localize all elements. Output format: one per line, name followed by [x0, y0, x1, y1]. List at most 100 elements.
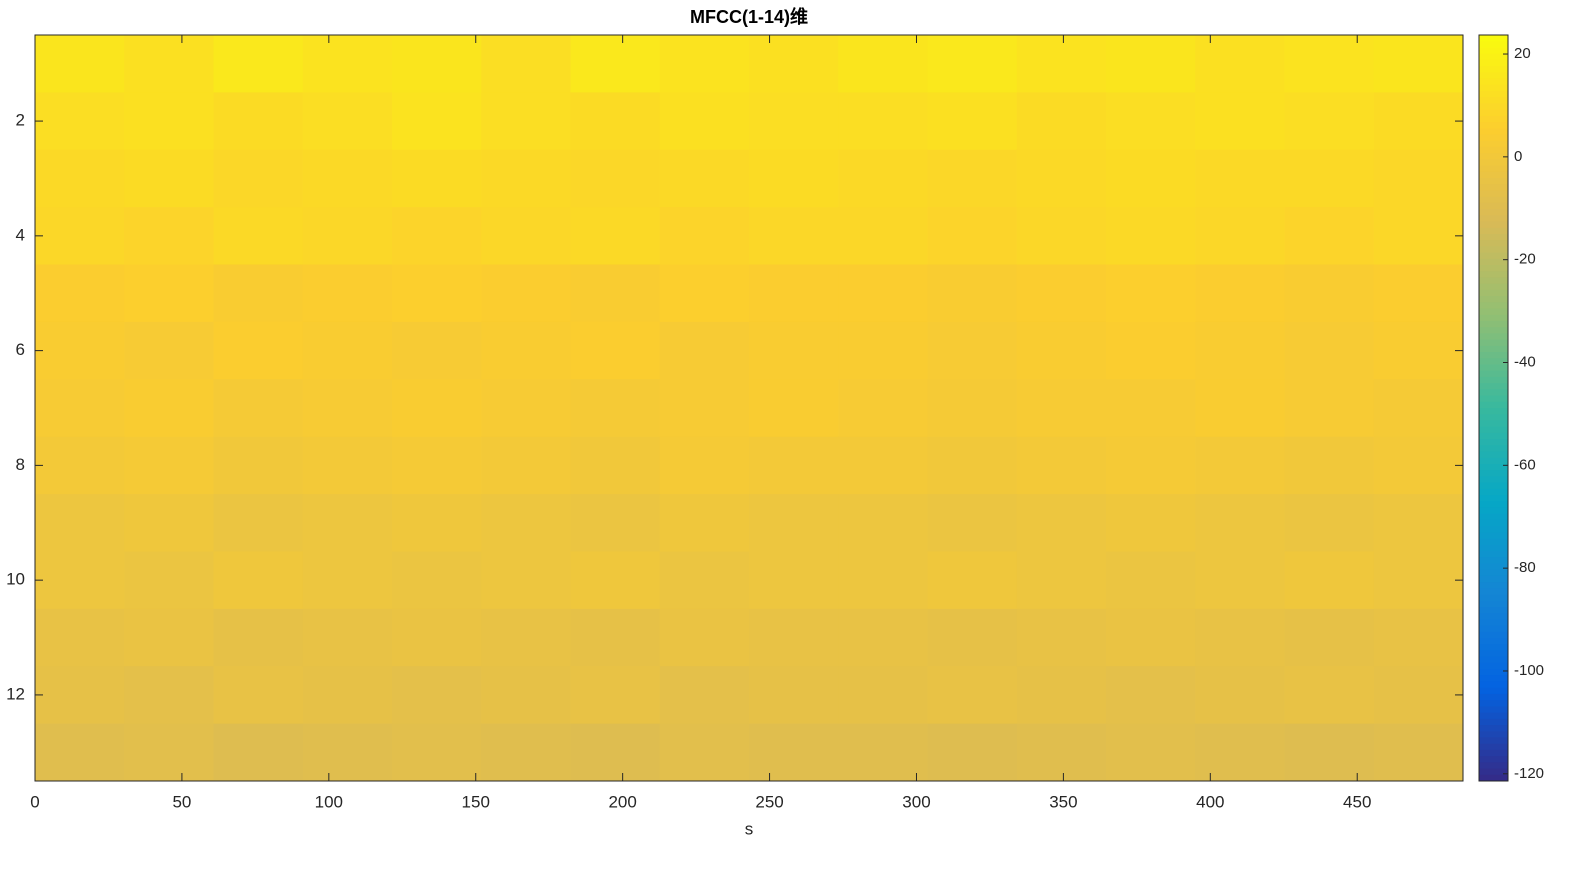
heat-cell	[1016, 436, 1107, 495]
heat-cell	[1284, 321, 1375, 380]
heat-cell	[124, 207, 214, 266]
heat-cell	[302, 35, 393, 93]
heat-cell	[1016, 551, 1107, 610]
heat-cell	[838, 321, 928, 380]
colorbar-band	[1479, 613, 1508, 620]
colorbar-band	[1479, 171, 1508, 179]
colorbar-band	[1479, 743, 1508, 751]
heat-cell	[1373, 379, 1464, 438]
colorbar-band	[1479, 333, 1508, 341]
heat-cell	[1284, 436, 1375, 495]
heat-cell	[659, 494, 750, 552]
heat-cell	[1016, 379, 1107, 438]
colorbar-band	[1479, 470, 1508, 477]
heat-cell	[213, 207, 304, 266]
heat-cell	[302, 723, 393, 782]
y-tick-label: 4	[16, 225, 25, 244]
heat-cell	[838, 723, 928, 782]
heat-cell	[1106, 608, 1196, 667]
colorbar-band	[1479, 550, 1508, 558]
heat-cell	[838, 92, 928, 151]
heat-cell	[35, 379, 125, 438]
colorbar-band	[1479, 277, 1508, 285]
heat-cell	[570, 35, 661, 93]
colorbar-band	[1479, 190, 1508, 198]
chart-title: MFCC(1-14)维	[690, 6, 808, 27]
y-tick-label: 10	[6, 570, 25, 589]
heat-cell	[570, 723, 661, 782]
heat-cell	[659, 207, 750, 266]
heat-cell	[1195, 92, 1285, 151]
colorbar-band	[1479, 631, 1508, 639]
colorbar-band	[1479, 582, 1508, 589]
heat-cell	[1284, 551, 1375, 610]
colorbar-band	[1479, 414, 1508, 421]
heat-cell	[302, 321, 393, 380]
colorbar-band	[1479, 376, 1508, 384]
colorbar-band	[1479, 47, 1508, 55]
heat-cell	[1373, 551, 1464, 610]
heat-cell	[749, 35, 839, 93]
colorbar-band	[1479, 669, 1508, 676]
heat-cell	[838, 494, 928, 552]
heat-cell	[1373, 666, 1464, 725]
heat-cell	[213, 35, 304, 93]
heat-cell	[392, 494, 482, 552]
plot-frame	[34, 34, 1464, 782]
heat-cell	[838, 666, 928, 725]
heat-cell	[1195, 494, 1285, 552]
heat-cell	[1195, 207, 1285, 266]
colorbar-band	[1479, 196, 1508, 204]
heat-cell	[481, 207, 571, 266]
heat-cell	[838, 264, 928, 323]
heat-cell	[570, 436, 661, 495]
heat-cell	[481, 723, 571, 782]
heat-cell	[392, 379, 482, 438]
colorbar-band	[1479, 507, 1508, 515]
colorbar-band	[1479, 308, 1508, 316]
colorbar-band	[1479, 352, 1508, 359]
colorbar-band	[1479, 265, 1508, 272]
colorbar-band	[1479, 53, 1508, 61]
heat-cell	[392, 608, 482, 667]
colorbar-band	[1479, 115, 1508, 123]
heat-cell	[927, 321, 1018, 380]
colorbar-band	[1479, 457, 1508, 465]
heat-cell	[570, 264, 661, 323]
colorbar-band	[1479, 693, 1508, 701]
heat-cell	[1016, 207, 1107, 266]
heat-cell	[392, 436, 482, 495]
heat-cell	[1195, 264, 1285, 323]
heat-cell	[124, 666, 214, 725]
heat-cell	[1284, 149, 1375, 208]
colorbar-band	[1479, 209, 1508, 216]
heat-cell	[1195, 379, 1285, 438]
colorbar-band	[1479, 756, 1508, 763]
x-tick-label: 300	[902, 792, 930, 811]
heat-cell	[481, 666, 571, 725]
colorbar-tick-label: 0	[1514, 148, 1522, 165]
colorbar-band	[1479, 240, 1508, 247]
colorbar-band	[1479, 749, 1508, 757]
heat-cell	[1373, 723, 1464, 782]
colorbar-band	[1479, 271, 1508, 278]
x-tick-label: 100	[315, 792, 343, 811]
heat-cell	[659, 666, 750, 725]
heat-cell	[838, 551, 928, 610]
colorbar-band	[1479, 345, 1508, 353]
colorbar-band	[1479, 476, 1508, 484]
heat-cell	[749, 321, 839, 380]
colorbar-band	[1479, 650, 1508, 658]
heat-cell	[481, 321, 571, 380]
heat-cell	[1195, 666, 1285, 725]
heat-cell	[392, 207, 482, 266]
heat-cell	[1284, 264, 1375, 323]
colorbar-band	[1479, 109, 1508, 117]
colorbar-band	[1479, 146, 1508, 154]
colorbar-tick-label: -80	[1514, 559, 1536, 576]
heat-cell	[749, 149, 839, 208]
heat-cell	[659, 379, 750, 438]
heat-cell	[927, 723, 1018, 782]
heat-cell	[302, 666, 393, 725]
heat-cell	[1016, 149, 1107, 208]
